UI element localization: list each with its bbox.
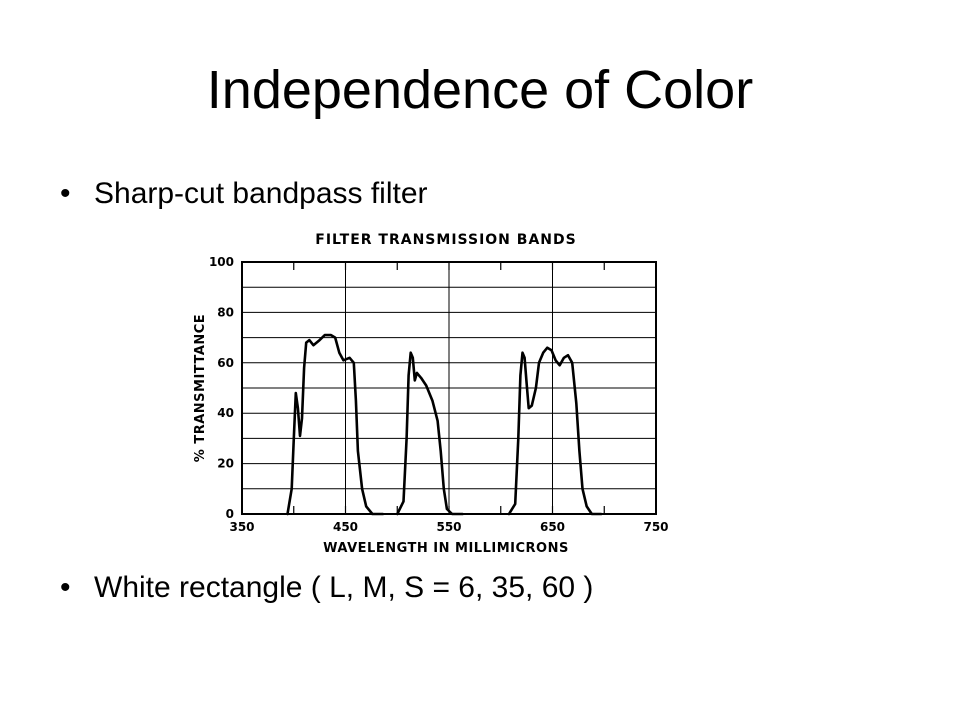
y-axis-label: % TRANSMITTANCE <box>193 314 208 462</box>
y-tick-label: 40 <box>217 406 234 420</box>
y-tick-label: 100 <box>209 255 234 269</box>
bullet-item-white-rectangle: • White rectangle ( L, M, S = 6, 35, 60 ) <box>60 570 593 606</box>
chart-title: FILTER TRANSMISSION BANDS <box>315 232 576 248</box>
slide-title: Independence of Color <box>206 60 754 120</box>
x-tick-label: 650 <box>540 520 565 534</box>
bullet-dot: • <box>60 571 71 604</box>
y-tick-label: 20 <box>217 457 234 471</box>
bullet-text-white-rectangle: White rectangle ( L, M, S = 6, 35, 60 ) <box>94 571 594 604</box>
y-tick-label: 60 <box>217 356 234 370</box>
transmission-band-1 <box>286 333 385 516</box>
bullet-text-filter: Sharp-cut bandpass filter <box>94 177 428 210</box>
x-axis-label: WAVELENGTH IN MILLIMICRONS <box>323 541 569 556</box>
x-tick-label: 750 <box>643 520 668 534</box>
bullet-item-filter: • Sharp-cut bandpass filter <box>60 176 428 212</box>
axis-ticks: 0 20 40 60 80 100 350 450 550 650 750 <box>209 255 669 534</box>
chart-series <box>286 333 603 516</box>
y-tick-label: 0 <box>226 507 234 521</box>
x-tick-label: 350 <box>229 520 254 534</box>
transmission-band-3 <box>507 346 603 516</box>
x-tick-label: 450 <box>333 520 358 534</box>
bullet-dot: • <box>60 177 71 210</box>
x-tick-label: 550 <box>436 520 461 534</box>
transmission-chart: FILTER TRANSMISSION BANDS 0 20 40 60 80 100 35… <box>180 222 680 562</box>
transmission-band-2 <box>396 351 464 516</box>
transmission-chart-svg: FILTER TRANSMISSION BANDS 0 20 40 60 80 100 35… <box>193 232 669 556</box>
y-tick-label: 80 <box>217 305 234 319</box>
